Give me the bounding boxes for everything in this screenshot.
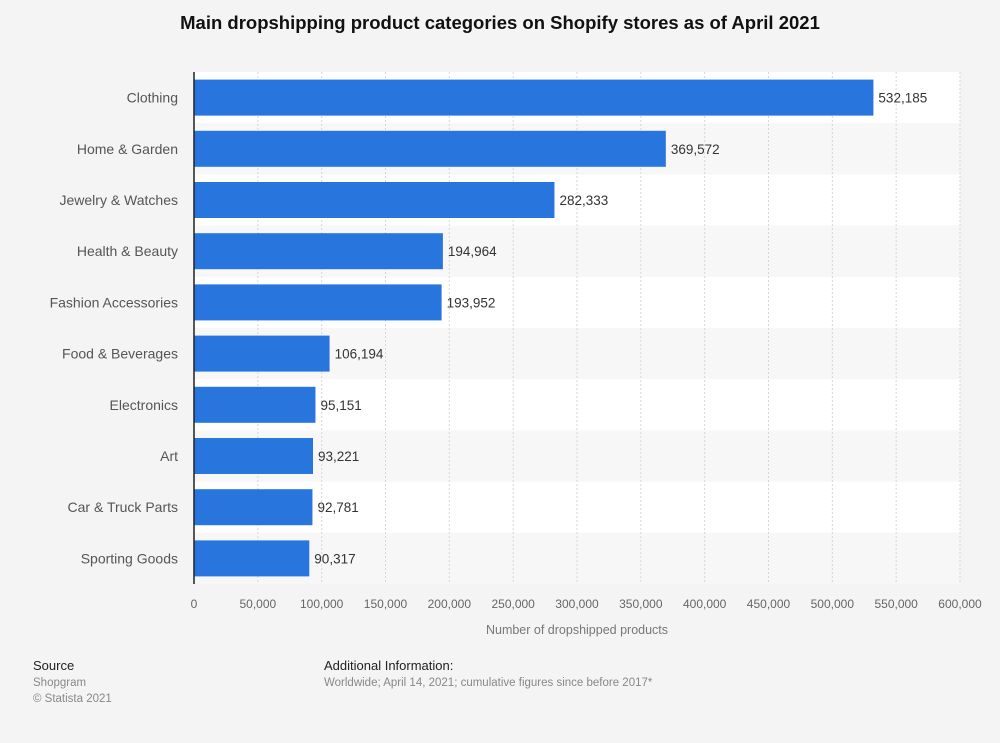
bar bbox=[194, 335, 330, 372]
bar bbox=[194, 540, 310, 577]
bar bbox=[194, 79, 874, 116]
source-block: Source Shopgram © Statista 2021 bbox=[33, 658, 112, 707]
y-category-label: Health & Beauty bbox=[77, 243, 178, 259]
y-category-label: Food & Beverages bbox=[62, 346, 178, 362]
x-tick-label: 0 bbox=[191, 597, 198, 611]
bar bbox=[194, 284, 442, 321]
y-category-label: Sporting Goods bbox=[81, 550, 178, 566]
y-category-label: Clothing bbox=[127, 90, 178, 106]
x-tick-label: 400,000 bbox=[683, 597, 727, 611]
bar bbox=[194, 489, 313, 526]
data-label: 532,185 bbox=[878, 91, 927, 106]
data-label: 282,333 bbox=[559, 193, 608, 208]
copyright: © Statista 2021 bbox=[33, 693, 112, 705]
x-tick-label: 300,000 bbox=[555, 597, 599, 611]
y-category-label: Home & Garden bbox=[77, 141, 178, 157]
info-heading: Additional Information: bbox=[324, 658, 454, 673]
data-label: 194,964 bbox=[448, 244, 497, 259]
bar bbox=[194, 386, 316, 423]
y-category-label: Fashion Accessories bbox=[50, 294, 178, 310]
y-category-label: Art bbox=[160, 448, 178, 464]
x-tick-label: 200,000 bbox=[428, 597, 472, 611]
bar-chart: 0 50,000 100,000 150,000 200,000 250,000 300,0… bbox=[50, 72, 982, 637]
source-heading: Source bbox=[33, 658, 75, 673]
bar bbox=[194, 130, 666, 167]
data-label: 93,221 bbox=[318, 449, 359, 464]
x-tick-label: 550,000 bbox=[874, 597, 918, 611]
source-text: Shopgram © Statista 2021 bbox=[33, 675, 112, 707]
bar bbox=[194, 182, 555, 218]
x-tick-label: 600,000 bbox=[938, 597, 982, 611]
x-tick-label: 50,000 bbox=[239, 597, 276, 611]
y-category-label: Jewelry & Watches bbox=[59, 192, 178, 208]
data-label: 193,952 bbox=[447, 295, 496, 310]
x-tick-label: 250,000 bbox=[491, 597, 535, 611]
bar bbox=[194, 438, 314, 474]
data-label: 90,317 bbox=[314, 551, 355, 566]
bar bbox=[194, 233, 443, 270]
x-tick-label: 100,000 bbox=[300, 597, 344, 611]
x-tick-label: 500,000 bbox=[811, 597, 855, 611]
info-text: Worldwide; April 14, 2021; cumulative fi… bbox=[324, 677, 653, 689]
x-tick-label: 450,000 bbox=[747, 597, 791, 611]
x-tick-label: 350,000 bbox=[619, 597, 663, 611]
info-block: Additional Information: Worldwide; April… bbox=[324, 658, 652, 691]
y-category-label: Electronics bbox=[110, 397, 178, 413]
x-tick-label: 150,000 bbox=[364, 597, 408, 611]
data-label: 106,194 bbox=[335, 347, 384, 362]
y-category-label: Car & Truck Parts bbox=[68, 499, 178, 515]
data-label: 369,572 bbox=[671, 142, 720, 157]
source-name[interactable]: Shopgram bbox=[33, 677, 87, 689]
chart-title: Main dropshipping product categories on … bbox=[180, 12, 820, 33]
x-axis-title: Number of dropshipped products bbox=[486, 623, 668, 637]
data-label: 95,151 bbox=[320, 398, 361, 413]
data-label: 92,781 bbox=[317, 500, 358, 515]
